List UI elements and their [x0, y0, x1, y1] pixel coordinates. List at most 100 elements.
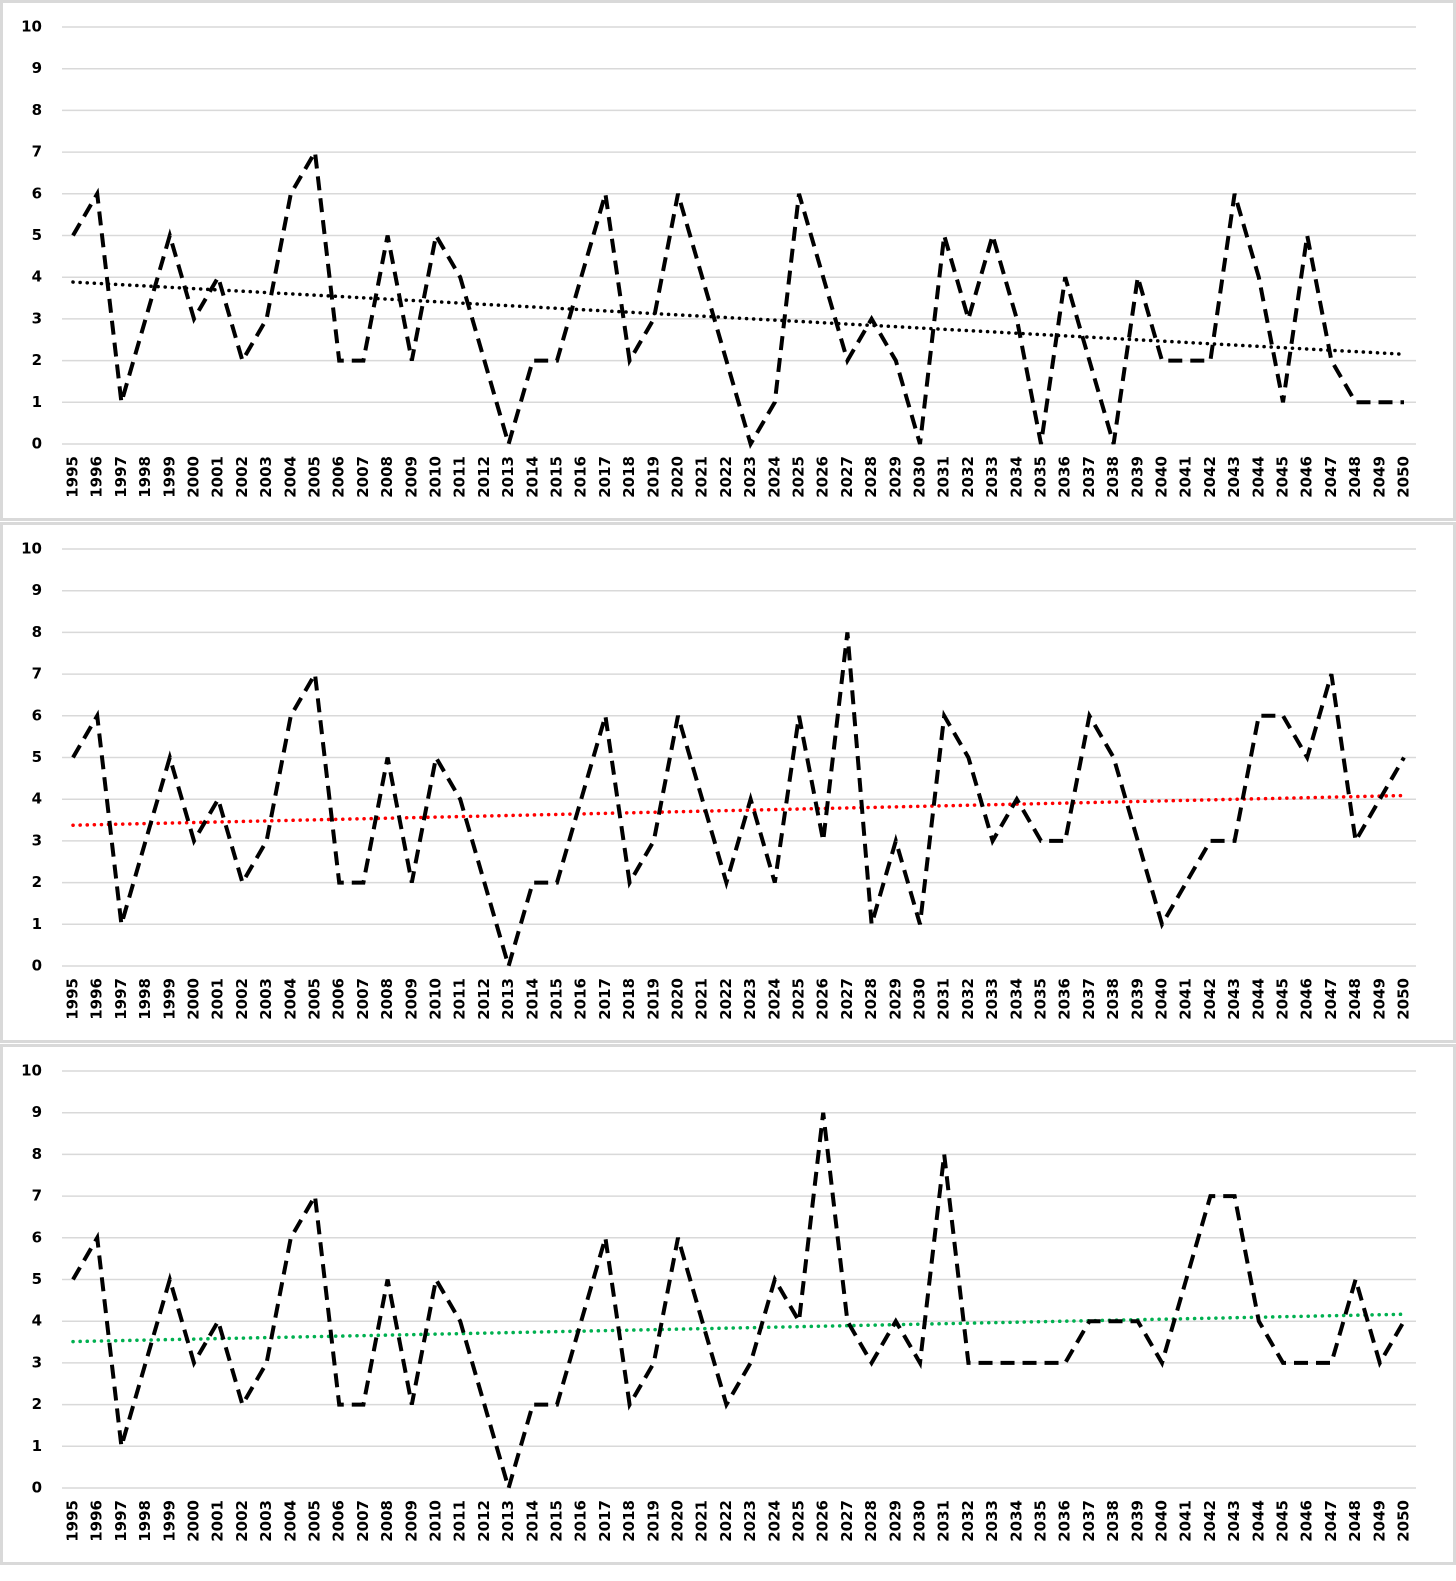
x-tick-label: 2049	[1370, 456, 1388, 498]
x-tick-label: 2029	[886, 1500, 904, 1542]
x-tick-label: 2016	[572, 456, 590, 498]
x-tick-label: 1999	[160, 978, 178, 1020]
chart-panel: 0 1 2 3 4 5 6 7 8 9 10 1995 1996 1997 1998 1999 2000 2001…	[0, 1044, 1456, 1565]
x-tick-label: 2044	[1249, 978, 1267, 1020]
x-tick-label: 2048	[1346, 456, 1364, 498]
x-tick-label: 2013	[499, 978, 517, 1020]
y-tick-label: 4	[32, 1312, 42, 1330]
x-tick-label: 2042	[1201, 978, 1219, 1020]
panel-border	[0, 0, 1456, 521]
x-tick-label: 2024	[765, 456, 783, 498]
x-tick-label: 2048	[1346, 978, 1364, 1020]
x-tick-label: 2025	[790, 1500, 808, 1542]
x-tick-label: 1997	[112, 1500, 130, 1542]
x-tick-label: 2014	[523, 456, 541, 498]
x-tick-label: 2005	[306, 978, 324, 1020]
x-tick-label: 2026	[814, 456, 832, 498]
x-tick-label: 2033	[983, 456, 1001, 498]
x-tick-label: 2011	[451, 456, 469, 498]
x-tick-label: 2009	[402, 456, 420, 498]
x-tick-label: 1995	[64, 456, 82, 498]
x-tick-label: 2047	[1322, 978, 1340, 1020]
x-tick-label: 2031	[935, 978, 953, 1020]
x-tick-label: 2019	[644, 456, 662, 498]
y-tick-label: 8	[32, 1145, 42, 1163]
x-tick-label: 2004	[281, 456, 299, 498]
x-tick-label: 2038	[1104, 978, 1122, 1020]
y-tick-label: 6	[32, 184, 42, 202]
x-tick-label: 2001	[209, 456, 227, 498]
x-tick-label: 2039	[1128, 456, 1146, 498]
data-line	[71, 1112, 1406, 1496]
x-tick-label: 2047	[1322, 1500, 1340, 1542]
x-tick-label: 2040	[1153, 1500, 1171, 1542]
x-tick-label: 2006	[330, 456, 348, 498]
x-tick-label: 2003	[257, 978, 275, 1020]
y-tick-label: 3	[32, 1353, 42, 1371]
y-tick-label: 9	[32, 581, 42, 599]
y-tick-label: 10	[21, 18, 42, 36]
x-tick-label: 2046	[1298, 978, 1316, 1020]
x-tick-label: 2016	[572, 978, 590, 1020]
y-tick-label: 4	[32, 268, 42, 286]
y-tick-label: 7	[32, 665, 42, 683]
x-tick-label: 2043	[1225, 456, 1243, 498]
chart-panel: 0 1 2 3 4 5 6 7 8 9 10 1995 1996 1997 1998 1999 2000 2001…	[0, 0, 1456, 521]
x-tick-label: 1996	[88, 456, 106, 498]
x-tick-label: 2028	[862, 1500, 880, 1542]
x-tick-label: 2044	[1249, 1500, 1267, 1542]
x-tick-label: 2030	[911, 978, 929, 1020]
y-tick-label: 2	[32, 873, 42, 891]
y-tick-label: 5	[32, 748, 42, 766]
x-tick-label: 2002	[233, 1500, 251, 1542]
y-tick-label: 7	[32, 1187, 42, 1205]
x-tick-label: 2025	[790, 456, 808, 498]
y-tick-label: 3	[32, 309, 42, 327]
x-tick-label: 2006	[330, 1500, 348, 1542]
x-tick-label: 2035	[1032, 1500, 1050, 1542]
x-tick-label: 1998	[136, 456, 154, 498]
x-tick-label: 2012	[475, 978, 493, 1020]
y-tick-label: 9	[32, 1103, 42, 1121]
x-tick-label: 2031	[935, 456, 953, 498]
x-tick-label: 2035	[1032, 978, 1050, 1020]
x-tick-label: 2005	[306, 1500, 324, 1542]
y-tick-label: 10	[21, 1062, 42, 1080]
x-tick-label: 1997	[112, 978, 130, 1020]
x-tick-label: 2029	[886, 456, 904, 498]
x-tick-label: 2024	[765, 1500, 783, 1542]
x-tick-label: 2009	[402, 978, 420, 1020]
x-tick-label: 2007	[354, 1500, 372, 1542]
x-tick-label: 2025	[790, 978, 808, 1020]
x-tick-label: 2021	[693, 1500, 711, 1542]
x-tick-label: 2045	[1274, 1500, 1292, 1542]
x-tick-label: 2022	[717, 1500, 735, 1542]
x-tick-label: 2044	[1249, 456, 1267, 498]
x-tick-label: 2003	[257, 1500, 275, 1542]
x-tick-label: 2011	[451, 1500, 469, 1542]
x-tick-label: 2034	[1007, 456, 1025, 498]
x-tick-label: 2009	[402, 1500, 420, 1542]
y-tick-label: 5	[32, 226, 42, 244]
y-tick-label: 6	[32, 706, 42, 724]
y-tick-label: 8	[32, 623, 42, 641]
x-tick-label: 2008	[378, 456, 396, 498]
y-tick-label: 3	[32, 831, 42, 849]
x-tick-label: 2024	[765, 978, 783, 1020]
x-tick-label: 2049	[1370, 1500, 1388, 1542]
x-tick-label: 2018	[620, 978, 638, 1020]
x-tick-label: 2006	[330, 978, 348, 1020]
x-tick-label: 2005	[306, 456, 324, 498]
x-tick-label: 1996	[88, 1500, 106, 1542]
y-tick-label: 6	[32, 1228, 42, 1246]
x-tick-label: 2008	[378, 1500, 396, 1542]
y-tick-label: 1	[32, 915, 42, 933]
x-tick-label: 1998	[136, 978, 154, 1020]
x-tick-label: 2036	[1056, 978, 1074, 1020]
x-tick-label: 2015	[548, 978, 566, 1020]
x-tick-label: 2047	[1322, 456, 1340, 498]
x-tick-label: 2019	[644, 1500, 662, 1542]
x-tick-label: 2012	[475, 456, 493, 498]
x-tick-label: 2023	[741, 978, 759, 1020]
